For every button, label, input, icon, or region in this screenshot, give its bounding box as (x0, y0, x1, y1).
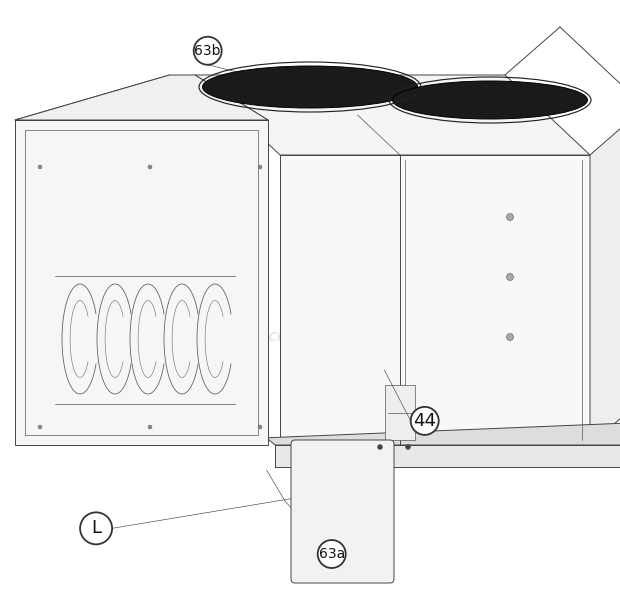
Polygon shape (275, 445, 620, 467)
Ellipse shape (392, 81, 588, 119)
Circle shape (38, 165, 42, 169)
Circle shape (38, 425, 42, 429)
Circle shape (308, 235, 312, 239)
Circle shape (148, 425, 152, 429)
Circle shape (317, 540, 346, 568)
Polygon shape (15, 75, 268, 120)
Circle shape (258, 165, 262, 169)
Circle shape (410, 407, 439, 435)
Polygon shape (590, 107, 620, 445)
Text: 44: 44 (413, 412, 436, 430)
Circle shape (80, 512, 112, 544)
Ellipse shape (203, 66, 417, 108)
Circle shape (258, 425, 262, 429)
Polygon shape (195, 75, 590, 155)
Text: L: L (91, 519, 101, 537)
Circle shape (193, 37, 222, 64)
Text: eReplacementParts.com: eReplacementParts.com (216, 330, 404, 344)
Circle shape (507, 334, 513, 340)
Circle shape (308, 175, 312, 179)
Circle shape (507, 273, 513, 281)
Text: 63a: 63a (319, 547, 345, 561)
Polygon shape (385, 385, 415, 440)
FancyBboxPatch shape (291, 440, 394, 583)
Text: 63b: 63b (195, 44, 221, 58)
Circle shape (507, 214, 513, 220)
Polygon shape (280, 155, 590, 445)
Circle shape (348, 175, 352, 179)
Circle shape (148, 165, 152, 169)
Circle shape (405, 445, 410, 450)
Polygon shape (15, 120, 268, 445)
Circle shape (378, 445, 383, 450)
Polygon shape (267, 421, 620, 445)
